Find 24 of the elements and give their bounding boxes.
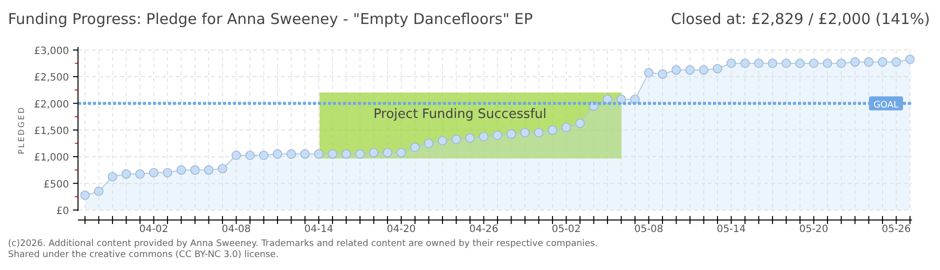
- x-tick-label: 05-26: [882, 224, 911, 235]
- y-tick-label: £500: [44, 179, 69, 190]
- ref-line-label: GOAL: [873, 100, 899, 110]
- x-tick-label: 04-02: [139, 224, 168, 235]
- x-tick-label: 04-14: [304, 224, 334, 235]
- y-axis-title: PLEDGED: [17, 106, 26, 154]
- y-tick-label: £1,000: [34, 152, 69, 164]
- text: (c)2026. Additional content provided by Anna Sweeney. Trademarks and related content are owned by their respective companies.: [8, 239, 598, 249]
- y-tick-label: £3,000: [34, 46, 69, 57]
- x-tick-label: 05-08: [634, 224, 664, 235]
- annotation: Project Funding Successful: [373, 107, 547, 122]
- x-tick-label: 05-02: [552, 224, 581, 235]
- y-tick-label: £2,500: [34, 72, 69, 84]
- text: Shared under the creative commons (CC BY-NC 3.0) license.: [8, 250, 279, 260]
- chart-subtitle: Closed at: £2,829 / £2,000 (141%): [671, 10, 930, 28]
- x-tick-label: 04-26: [469, 224, 498, 235]
- x-tick-label: 05-20: [799, 224, 828, 235]
- chart-title: Funding Progress: Pledge for Anna Sweeney - "Empty Dancefloors" EP: [8, 10, 533, 28]
- y-tick-label: £1,500: [34, 126, 69, 137]
- x-tick-label: 04-08: [222, 224, 251, 235]
- y-tick-label: £2,000: [34, 99, 69, 110]
- x-tick-label: 04-20: [386, 224, 416, 235]
- y-tick-label: £0: [56, 206, 69, 217]
- x-tick-label: 05-14: [716, 224, 746, 235]
